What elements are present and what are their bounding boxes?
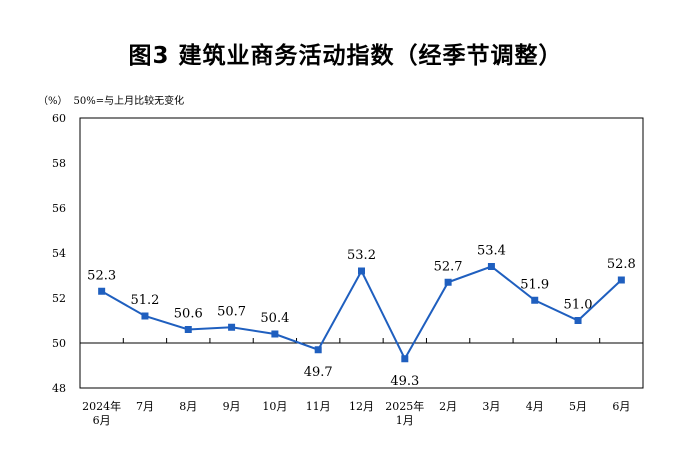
data-point-0 [98,287,106,295]
y-tick-label-60: 60 [52,112,66,125]
x-tick-label-8: 2月 [439,400,457,413]
data-label-6: 53.2 [347,248,376,263]
data-point-10 [531,296,539,304]
x-tick-label-2: 8月 [179,400,197,413]
y-tick-label-58: 58 [52,157,66,170]
data-point-6 [358,267,365,275]
data-point-4 [271,330,279,338]
x-tick-label-0: 2024年 [82,399,121,413]
data-label-2: 50.6 [174,307,203,322]
plot-frame [79,117,644,389]
data-label-10: 51.9 [520,277,549,292]
data-point-3 [228,323,236,331]
data-label-8: 52.7 [434,259,463,274]
data-point-1 [141,312,149,320]
data-point-7 [401,355,409,363]
x-tick-label-11: 5月 [569,400,587,413]
data-point-2 [184,326,192,333]
data-point-12 [617,276,625,284]
data-label-5: 49.7 [304,365,333,380]
y-tick-label-56: 56 [52,202,66,215]
data-point-9 [487,263,495,270]
y-tick-label-52: 52 [52,292,66,305]
x-tick-label-4: 10月 [262,400,287,413]
x-tick-label-1: 7月 [136,400,154,413]
unit-note: （%） 50%=与上月比较无变化 [38,92,190,107]
data-label-9: 53.4 [477,244,506,259]
data-label-0: 52.3 [87,268,116,283]
x-tick-label-3: 9月 [223,400,241,413]
data-label-4: 50.4 [260,311,289,326]
unit-label: （%） [38,96,68,107]
data-point-5 [314,346,322,354]
x-tick-label-9: 3月 [482,400,500,413]
data-labels: 52.3 51.2 50.6 50.7 50.4 49.7 53.2 49.3 52.7 53.4… [87,244,636,389]
y-axis: 48 50 52 54 56 58 60 [52,112,66,395]
y-tick-label-50: 50 [52,337,66,350]
y-tick-label-54: 54 [52,247,66,260]
data-points [98,263,625,363]
reference-note: 50%=与上月比较无变化 [73,96,185,107]
data-point-8 [444,278,452,286]
data-point-11 [574,317,582,324]
x-tick-label-6: 12月 [349,400,374,413]
data-label-12: 52.8 [607,257,636,272]
x-tick-label-12: 6月 [612,400,630,413]
data-label-1: 51.2 [130,293,159,308]
x-tick-label-0-line2: 6月 [93,414,111,427]
x-tick-label-7-line2: 1月 [396,414,414,427]
data-label-3: 50.7 [217,304,246,319]
y-tick-label-48: 48 [52,382,66,395]
chart-title: 图3 建筑业商务活动指数（经季节调整） [128,43,563,69]
x-tick-label-10: 4月 [526,400,544,413]
x-tick-label-7: 2025年 [385,399,424,413]
data-label-7: 49.3 [390,374,419,389]
x-tick-label-5: 11月 [306,400,331,413]
data-label-11: 51.0 [564,298,593,313]
